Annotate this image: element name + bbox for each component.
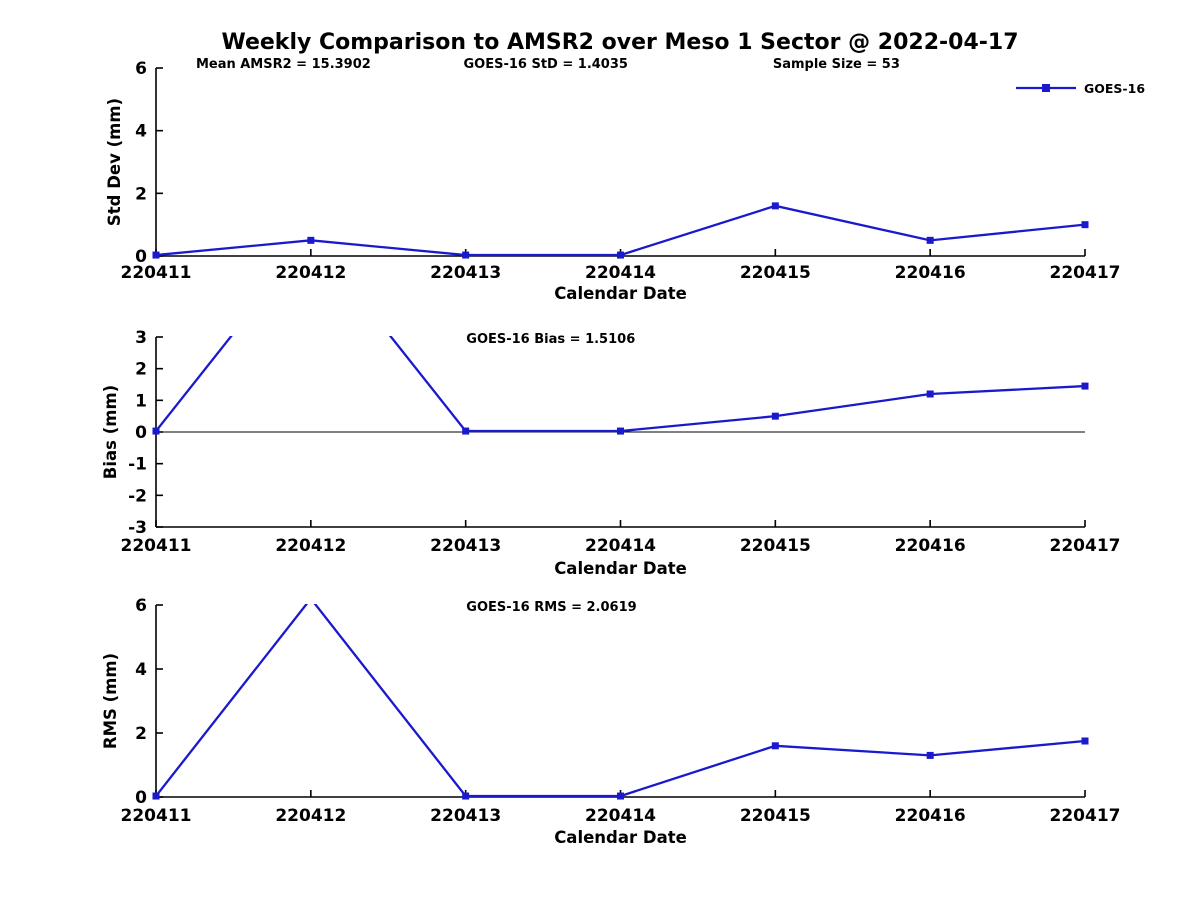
y-tick-label: -2 [128, 486, 147, 506]
legend-label: GOES-16 [1084, 81, 1145, 96]
x-tick-label: 220411 [121, 263, 192, 283]
x-tick-label: 220412 [275, 536, 346, 556]
x-tick-label: 220417 [1050, 263, 1121, 283]
chart-title: Weekly Comparison to AMSR2 over Meso 1 S… [221, 30, 1018, 55]
legend: GOES-16 [1016, 81, 1145, 96]
x-tick-label: 220416 [895, 263, 966, 283]
x-tick-label: 220414 [585, 263, 656, 283]
y-tick-label: 2 [135, 724, 147, 744]
x-tick-label: 220411 [121, 536, 192, 556]
annotation-text: Mean AMSR2 = 15.3902 [196, 57, 371, 72]
x-tick-label: 220412 [275, 263, 346, 283]
subplot-std-dev: 220411 220412 220413 220414 220415 220416 2204… [105, 57, 1145, 303]
y-tick-label: -3 [128, 518, 147, 538]
x-tick-label: 220415 [740, 536, 811, 556]
data-point-marker [926, 236, 934, 244]
x-axis-label: Calendar Date [554, 284, 687, 303]
y-tick-label: 4 [135, 660, 147, 680]
data-point-marker [617, 251, 624, 259]
legend-marker-icon [1042, 84, 1050, 92]
x-tick-label: 220415 [740, 806, 811, 826]
data-point-marker [152, 251, 160, 259]
data-point-marker [307, 236, 315, 244]
series-group [152, 336, 1089, 435]
subplot-rms: 220411 220412 220413 220414 220415 220416 2204… [101, 595, 1121, 847]
y-tick-label: 4 [135, 122, 147, 142]
data-point-marker [1081, 382, 1089, 390]
y-tick-label: 0 [135, 247, 147, 267]
y-tick-label: 0 [135, 788, 147, 808]
subplots-container: 220411 220412 220413 220414 220415 220416 2204… [101, 57, 1145, 847]
data-point-marker [771, 412, 779, 420]
goes16-line [155, 604, 1086, 798]
goes16-line [155, 204, 1086, 257]
x-tick-label: 220411 [121, 806, 192, 826]
x-tick-label: 220416 [895, 536, 966, 556]
annotation-text: Sample Size = 53 [773, 57, 900, 72]
y-tick-label: 6 [135, 59, 147, 79]
y-axis-label: Bias (mm) [101, 385, 120, 479]
data-point-marker [1081, 737, 1089, 745]
y-tick-label: 3 [135, 328, 147, 348]
data-point-marker [307, 595, 314, 602]
x-tick-label: 220413 [430, 806, 501, 826]
annotation-text: GOES-16 StD = 1.4035 [463, 57, 627, 72]
annotation-text: GOES-16 RMS = 2.0619 [466, 600, 636, 615]
x-tick-label: 220415 [740, 263, 811, 283]
data-point-marker [462, 251, 470, 259]
data-point-marker [462, 427, 470, 435]
series-group [152, 595, 1089, 800]
x-tick-label: 220414 [585, 806, 656, 826]
series-group [152, 202, 1089, 259]
data-point-marker [617, 792, 624, 800]
data-point-marker [462, 792, 470, 800]
x-tick-label: 220416 [895, 806, 966, 826]
x-axis-label: Calendar Date [554, 828, 687, 847]
x-tick-label: 220417 [1050, 806, 1121, 826]
data-point-marker [152, 427, 160, 435]
x-axis-label: Calendar Date [554, 559, 687, 578]
y-tick-label: -1 [128, 455, 147, 475]
x-tick-label: 220412 [275, 806, 346, 826]
y-tick-label: 1 [135, 391, 147, 411]
data-point-marker [617, 427, 624, 435]
x-tick-label: 220417 [1050, 536, 1121, 556]
x-tick-label: 220413 [430, 263, 501, 283]
y-axis-label: Std Dev (mm) [105, 98, 124, 226]
y-axis-label: RMS (mm) [101, 653, 120, 749]
data-point-marker [152, 792, 160, 800]
data-point-marker [1081, 221, 1089, 229]
data-point-marker [926, 751, 934, 759]
x-tick-label: 220413 [430, 536, 501, 556]
data-point-marker [771, 202, 779, 210]
y-tick-label: 0 [135, 423, 147, 443]
data-point-marker [926, 390, 934, 398]
annotation-text: GOES-16 Bias = 1.5106 [466, 332, 635, 347]
x-tick-label: 220414 [585, 536, 656, 556]
data-point-marker [771, 742, 779, 750]
y-tick-label: 2 [135, 360, 147, 380]
y-tick-label: 6 [135, 596, 147, 616]
subplot-bias: 220411 220412 220413 220414 220415 220416 2204… [101, 328, 1121, 578]
y-tick-label: 2 [135, 184, 147, 204]
